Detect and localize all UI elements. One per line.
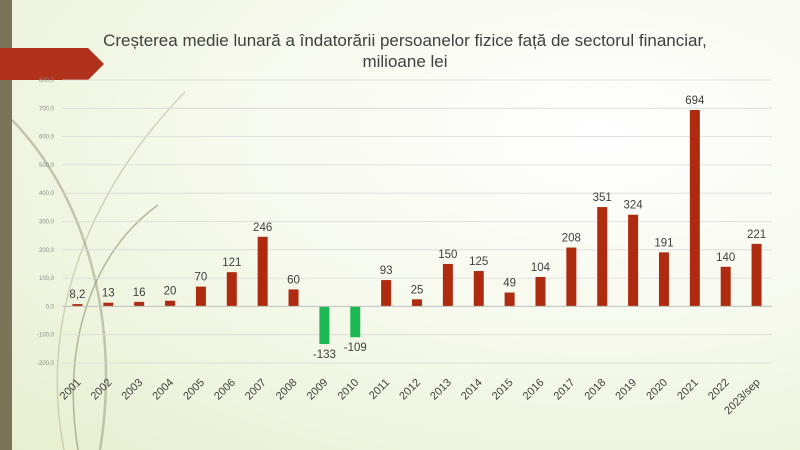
- bar: [442, 263, 453, 307]
- bar: [628, 214, 639, 307]
- bar: [597, 207, 608, 307]
- x-tick-label: 2021: [675, 377, 701, 403]
- bar: [165, 300, 176, 307]
- x-tick-label: 2008: [274, 377, 300, 403]
- bar: [412, 299, 422, 307]
- data-label: 70: [195, 272, 208, 284]
- bar: [195, 286, 206, 307]
- data-label: 25: [411, 284, 424, 296]
- x-tick-label: 2018: [583, 377, 609, 403]
- y-tick-label: 400,0: [39, 191, 55, 197]
- bar: [134, 301, 145, 307]
- data-label: 93: [380, 265, 393, 277]
- bar: [720, 266, 731, 307]
- bar: [689, 109, 700, 307]
- x-tick-label: 2010: [336, 377, 362, 403]
- data-label: -109: [344, 342, 367, 354]
- bar: [226, 272, 237, 307]
- bar: [72, 304, 83, 307]
- x-tick-label: 2009: [305, 377, 331, 403]
- bar: [381, 280, 392, 307]
- data-labels: 8,2 13 16 20 70 121 246 60 -133 -109 93 25 150 125 49 1…: [69, 95, 766, 361]
- side-bar: [0, 0, 12, 450]
- data-label: 104: [531, 262, 551, 274]
- x-tick-label: 2017: [552, 377, 578, 403]
- data-label: 191: [654, 237, 673, 249]
- x-tick-label: 2011: [367, 377, 392, 402]
- data-label: 121: [222, 257, 241, 269]
- y-tick-label: 600,0: [39, 135, 55, 141]
- data-label: 49: [503, 278, 516, 290]
- data-label: 125: [469, 256, 488, 268]
- y-tick-label: -100,0: [37, 333, 55, 339]
- data-label: 16: [133, 287, 146, 299]
- bar: [535, 276, 546, 307]
- x-tick-label: 2013: [428, 377, 454, 403]
- data-label: 208: [562, 233, 581, 245]
- data-label: 60: [287, 274, 300, 286]
- x-tick-label: 2001: [58, 377, 84, 403]
- y-tick-label: 0,0: [46, 304, 55, 310]
- x-tick-label: 2007: [243, 377, 269, 403]
- chart-title: Creșterea medie lunară a îndatorării per…: [103, 31, 707, 71]
- y-tick-label: 500,0: [39, 163, 55, 169]
- x-tick-label: 2003: [119, 377, 145, 403]
- x-tick-label: 2004: [150, 377, 176, 403]
- data-label: 324: [623, 200, 643, 212]
- data-label: 694: [685, 95, 705, 107]
- x-tick-label: 2019: [613, 377, 639, 403]
- data-label: 246: [253, 222, 272, 234]
- data-label: 221: [747, 229, 766, 241]
- data-label: -133: [313, 349, 336, 361]
- data-label: 20: [164, 286, 177, 298]
- x-tick-label: 2016: [521, 377, 547, 403]
- bar: [319, 306, 330, 345]
- bar: [658, 252, 669, 307]
- y-tick-label: 100,0: [39, 276, 55, 282]
- y-tick-label: 800,0: [39, 78, 55, 84]
- data-label: 8,2: [69, 289, 85, 301]
- bar: [257, 236, 268, 307]
- bar: [751, 243, 762, 307]
- bar: [473, 271, 484, 307]
- bar: [103, 302, 114, 307]
- y-tick-label: -200,0: [37, 361, 55, 367]
- y-tick-label: 700,0: [39, 106, 55, 112]
- gridlines: [62, 79, 772, 364]
- x-tick-label: 2015: [490, 377, 516, 403]
- x-tick-label: 2014: [459, 377, 485, 403]
- data-label: 13: [102, 288, 115, 300]
- x-tick-label: 2006: [212, 377, 238, 403]
- x-tick-label: 2022: [706, 377, 732, 403]
- data-label: 351: [593, 192, 612, 204]
- x-tick-label: 2020: [644, 377, 670, 403]
- bar: [350, 306, 361, 338]
- title-arrow-shape: [0, 48, 104, 80]
- bar: [288, 289, 299, 307]
- data-label: 150: [438, 249, 457, 261]
- x-tick-label: 2002: [89, 377, 115, 403]
- x-tick-label: 2012: [397, 377, 423, 403]
- bar: [566, 247, 577, 307]
- x-tick-label: 2005: [181, 377, 207, 403]
- bar: [504, 292, 515, 307]
- y-tick-label: 200,0: [39, 248, 55, 254]
- bars: [72, 109, 762, 345]
- data-label: 140: [716, 252, 735, 264]
- y-tick-label: 300,0: [39, 220, 55, 226]
